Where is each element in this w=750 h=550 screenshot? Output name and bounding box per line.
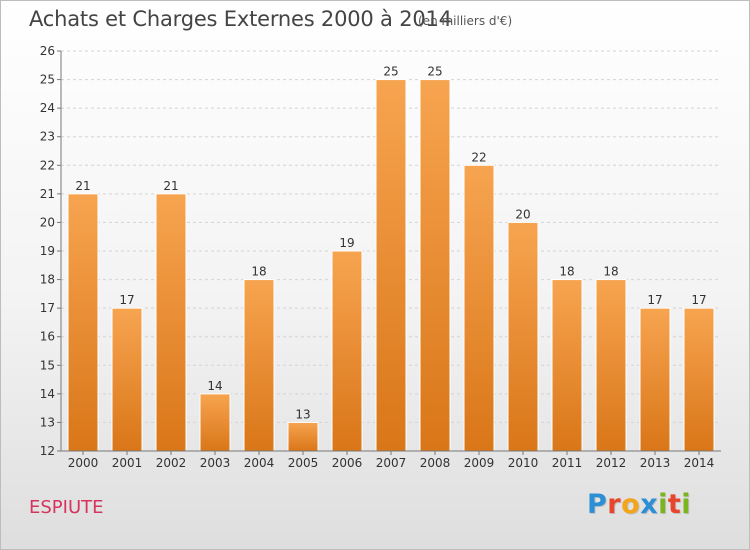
x-tick-label-2011: 2011 <box>552 456 583 470</box>
x-tick-label-2012: 2012 <box>596 456 627 470</box>
x-tick-label-2007: 2007 <box>376 456 407 470</box>
place-name: ESPIUTE <box>29 497 104 518</box>
y-tick-label: 12 <box>40 444 55 458</box>
bar-2012 <box>595 279 627 452</box>
x-tick-label-2010: 2010 <box>508 456 539 470</box>
value-label-2012: 18 <box>603 265 618 279</box>
bar-2009 <box>463 164 495 452</box>
bar-2013 <box>639 307 671 452</box>
bars <box>67 79 715 452</box>
y-tick-label: 25 <box>40 73 55 87</box>
value-labels: 21 17 21 14 18 13 19 25 25 22 20 18 18 17 17 <box>75 65 706 422</box>
bar-2010 <box>507 221 539 452</box>
y-tick-label: 21 <box>40 187 55 201</box>
logo-letter: i <box>658 489 668 520</box>
y-tick-label: 14 <box>40 387 55 401</box>
logo-letter: r <box>607 489 622 520</box>
y-tick-label: 22 <box>40 158 55 172</box>
value-label-2007: 25 <box>383 65 398 79</box>
value-label-2011: 18 <box>559 265 574 279</box>
bar-2005 <box>287 421 319 452</box>
value-label-2004: 18 <box>251 265 266 279</box>
y-axis-ticks: 12 13 14 15 16 17 18 19 20 21 22 23 24 25 26 <box>40 44 61 458</box>
x-tick-label-2014: 2014 <box>684 456 715 470</box>
bar-2000 <box>67 193 99 452</box>
value-label-2000: 21 <box>75 179 90 193</box>
bar-2002 <box>155 193 187 452</box>
x-tick-label-2008: 2008 <box>420 456 451 470</box>
chart-subtitle: (en milliers d'€) <box>418 14 513 28</box>
x-axis-ticks: 2000 2001 2002 2003 2004 2005 2006 2007 2008 2009… <box>68 451 715 470</box>
y-tick-label: 17 <box>40 301 55 315</box>
x-tick-label-2003: 2003 <box>200 456 231 470</box>
logo-letter: i <box>681 489 692 520</box>
y-tick-label: 26 <box>40 44 55 58</box>
x-tick-label-2013: 2013 <box>640 456 671 470</box>
value-label-2005: 13 <box>295 407 310 421</box>
value-label-2002: 21 <box>163 179 178 193</box>
value-label-2008: 25 <box>427 65 442 79</box>
bar-2008 <box>419 79 451 452</box>
axes <box>60 51 721 452</box>
y-tick-label: 18 <box>40 273 55 287</box>
value-label-2013: 17 <box>647 293 662 307</box>
x-tick-label-2004: 2004 <box>244 456 275 470</box>
x-tick-label-2000: 2000 <box>68 456 99 470</box>
x-tick-label-2009: 2009 <box>464 456 495 470</box>
logo-letter: x <box>640 489 659 520</box>
x-tick-label-2005: 2005 <box>288 456 319 470</box>
bar-2007 <box>375 79 407 452</box>
y-tick-label: 19 <box>40 244 55 258</box>
proxiti-logo: Proxiti <box>587 489 691 520</box>
y-tick-label: 16 <box>40 330 55 344</box>
value-label-2003: 14 <box>207 379 222 393</box>
bar-2003 <box>199 393 231 452</box>
value-label-2001: 17 <box>119 293 134 307</box>
bar-2014 <box>683 307 715 452</box>
logo-letter: o <box>621 489 641 520</box>
value-label-2006: 19 <box>339 236 354 250</box>
bar-2001 <box>111 307 143 452</box>
x-tick-label-2006: 2006 <box>332 456 363 470</box>
value-label-2009: 22 <box>471 150 486 164</box>
y-tick-label: 20 <box>40 215 55 229</box>
x-tick-label-2002: 2002 <box>156 456 187 470</box>
y-tick-label: 13 <box>40 415 55 429</box>
y-tick-label: 23 <box>40 130 55 144</box>
logo-letter: t <box>667 489 682 520</box>
value-label-2010: 20 <box>515 207 530 221</box>
bar-2006 <box>331 250 363 452</box>
y-tick-label: 24 <box>40 101 55 115</box>
logo-letter: P <box>587 489 608 520</box>
y-tick-label: 15 <box>40 358 55 372</box>
value-label-2014: 17 <box>691 293 706 307</box>
chart-title: Achats et Charges Externes 2000 à 2014 <box>29 7 452 31</box>
bar-2011 <box>551 279 583 452</box>
x-tick-label-2001: 2001 <box>112 456 143 470</box>
bar-2004 <box>243 279 275 452</box>
